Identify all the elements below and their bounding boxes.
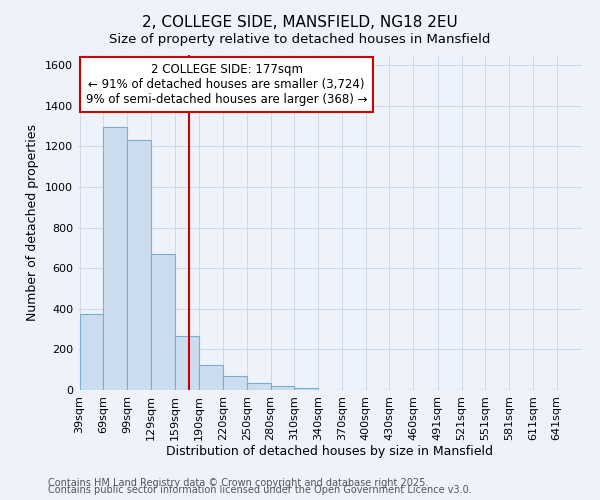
Text: Contains public sector information licensed under the Open Government Licence v3: Contains public sector information licen… (48, 485, 472, 495)
Bar (127, 140, 151, 390)
Bar (175, 336, 199, 390)
Bar (103, 127, 127, 390)
Bar (271, 386, 295, 390)
X-axis label: Distribution of detached houses by size in Mansfield: Distribution of detached houses by size … (167, 446, 493, 458)
Bar (247, 383, 271, 390)
Text: 2, COLLEGE SIDE, MANSFIELD, NG18 2EU: 2, COLLEGE SIDE, MANSFIELD, NG18 2EU (142, 15, 458, 30)
Text: Contains HM Land Registry data © Crown copyright and database right 2025.: Contains HM Land Registry data © Crown c… (48, 478, 428, 488)
Y-axis label: Number of detached properties: Number of detached properties (26, 124, 40, 321)
Bar (199, 364, 223, 390)
Bar (223, 376, 247, 390)
Text: 2 COLLEGE SIDE: 177sqm
← 91% of detached houses are smaller (3,724)
9% of semi-d: 2 COLLEGE SIDE: 177sqm ← 91% of detached… (86, 64, 367, 106)
Bar (80, 314, 103, 390)
Bar (151, 254, 175, 390)
Bar (295, 388, 318, 390)
Text: Size of property relative to detached houses in Mansfield: Size of property relative to detached ho… (109, 32, 491, 46)
